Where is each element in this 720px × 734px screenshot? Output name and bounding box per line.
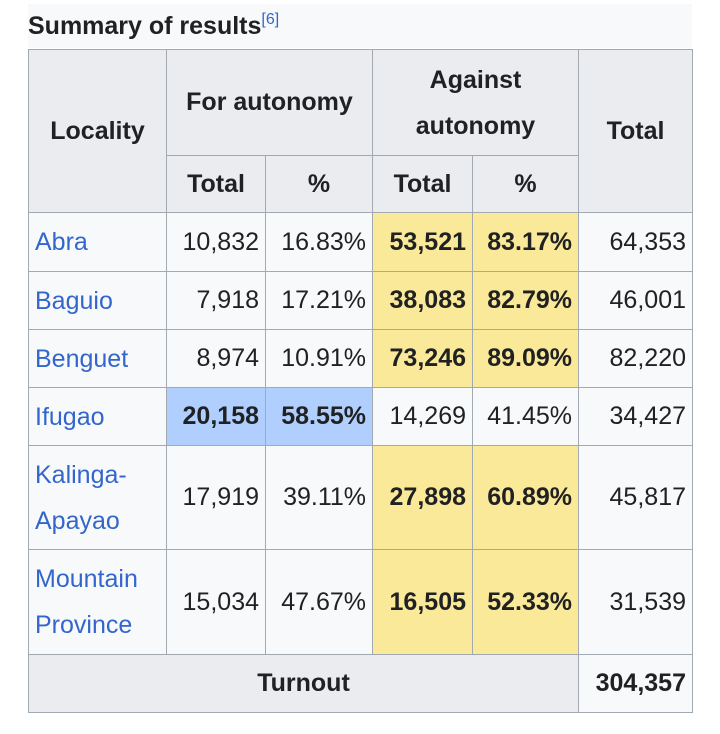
header-against-line1: Against bbox=[429, 65, 522, 94]
against-pct-cell: 41.45% bbox=[472, 387, 579, 446]
against-pct-cell: 82.79% bbox=[472, 271, 579, 330]
against-total-cell: 14,269 bbox=[372, 387, 473, 446]
locality-link-ifugao[interactable]: Ifugao bbox=[35, 402, 105, 431]
locality-line1[interactable]: Kalinga- bbox=[35, 460, 127, 489]
locality-cell[interactable]: Mountain Province bbox=[28, 549, 167, 655]
locality-cell[interactable]: Benguet bbox=[28, 329, 167, 388]
locality-link-kalinga-apayao[interactable]: Kalinga- Apayao bbox=[35, 461, 127, 535]
table-row: Ifugao 20,158 58.55% 14,269 41.45% 34,42… bbox=[28, 387, 693, 446]
locality-link-abra[interactable]: Abra bbox=[35, 228, 88, 256]
locality-cell[interactable]: Abra bbox=[28, 212, 167, 272]
for-pct-cell: 16.83% bbox=[265, 212, 373, 272]
for-pct-cell: 47.67% bbox=[265, 549, 373, 655]
total-cell: 31,539 bbox=[578, 549, 693, 655]
for-pct-cell: 39.11% bbox=[265, 445, 373, 550]
header-against-autonomy: Against autonomy bbox=[372, 49, 579, 156]
table-row: Abra 10,832 16.83% 53,521 83.17% 64,353 bbox=[28, 212, 693, 272]
table-row: Mountain Province 15,034 47.67% 16,505 52… bbox=[28, 549, 693, 655]
results-table: Locality For autonomy Against autonomy T… bbox=[28, 49, 693, 713]
for-total-cell: 10,832 bbox=[166, 212, 266, 272]
for-pct-cell: 58.55% bbox=[265, 387, 373, 446]
caption-title: Summary of results bbox=[28, 12, 262, 40]
against-pct-cell: 52.33% bbox=[472, 549, 579, 655]
total-cell: 82,220 bbox=[578, 329, 693, 388]
for-total-cell: 20,158 bbox=[166, 387, 266, 446]
for-total-cell: 15,034 bbox=[166, 549, 266, 655]
subheader-for-pct: % bbox=[265, 155, 373, 213]
header-for-autonomy: For autonomy bbox=[166, 49, 373, 156]
turnout-label: Turnout bbox=[28, 654, 579, 713]
against-pct-cell: 89.09% bbox=[472, 329, 579, 388]
locality-link-mountain-province[interactable]: Mountain Province bbox=[35, 565, 138, 639]
for-total-cell: 7,918 bbox=[166, 271, 266, 330]
for-total-cell: 17,919 bbox=[166, 445, 266, 550]
turnout-row: Turnout 304,357 bbox=[28, 654, 693, 713]
table-row: Kalinga- Apayao 17,919 39.11% 27,898 60.8… bbox=[28, 445, 693, 550]
reference-link[interactable]: [6] bbox=[261, 11, 280, 28]
header-against-line2: autonomy bbox=[415, 111, 536, 140]
table-row: Benguet 8,974 10.91% 73,246 89.09% 82,22… bbox=[28, 329, 693, 388]
against-total-cell: 53,521 bbox=[372, 212, 473, 272]
against-pct-cell: 60.89% bbox=[472, 445, 579, 550]
locality-line2[interactable]: Apayao bbox=[35, 506, 120, 535]
reference-superscript[interactable]: [6] bbox=[261, 11, 279, 28]
against-total-cell: 27,898 bbox=[372, 445, 473, 550]
against-total-cell: 16,505 bbox=[372, 549, 473, 655]
total-cell: 34,427 bbox=[578, 387, 693, 446]
locality-line2[interactable]: Province bbox=[35, 611, 133, 639]
total-cell: 45,817 bbox=[578, 445, 693, 550]
locality-link-benguet[interactable]: Benguet bbox=[35, 344, 129, 373]
for-pct-cell: 17.21% bbox=[265, 271, 373, 330]
locality-line1[interactable]: Mountain bbox=[35, 565, 138, 593]
subheader-against-total: Total bbox=[372, 155, 473, 213]
subheader-against-pct: % bbox=[472, 155, 579, 213]
total-cell: 64,353 bbox=[578, 212, 693, 272]
header-total: Total bbox=[578, 49, 693, 213]
subheader-for-total: Total bbox=[166, 155, 266, 213]
for-pct-cell: 10.91% bbox=[265, 329, 373, 388]
locality-cell[interactable]: Ifugao bbox=[28, 387, 167, 446]
against-pct-cell: 83.17% bbox=[472, 212, 579, 272]
table-caption: Summary of results[6] bbox=[28, 4, 692, 48]
locality-cell[interactable]: Baguio bbox=[28, 271, 167, 330]
header-locality: Locality bbox=[28, 49, 167, 213]
locality-cell[interactable]: Kalinga- Apayao bbox=[28, 445, 167, 550]
total-cell: 46,001 bbox=[578, 271, 693, 330]
for-total-cell: 8,974 bbox=[166, 329, 266, 388]
turnout-value: 304,357 bbox=[578, 654, 693, 713]
against-total-cell: 38,083 bbox=[372, 271, 473, 330]
against-total-cell: 73,246 bbox=[372, 329, 473, 388]
table-row: Baguio 7,918 17.21% 38,083 82.79% 46,001 bbox=[28, 271, 693, 330]
locality-link-baguio[interactable]: Baguio bbox=[35, 286, 113, 315]
